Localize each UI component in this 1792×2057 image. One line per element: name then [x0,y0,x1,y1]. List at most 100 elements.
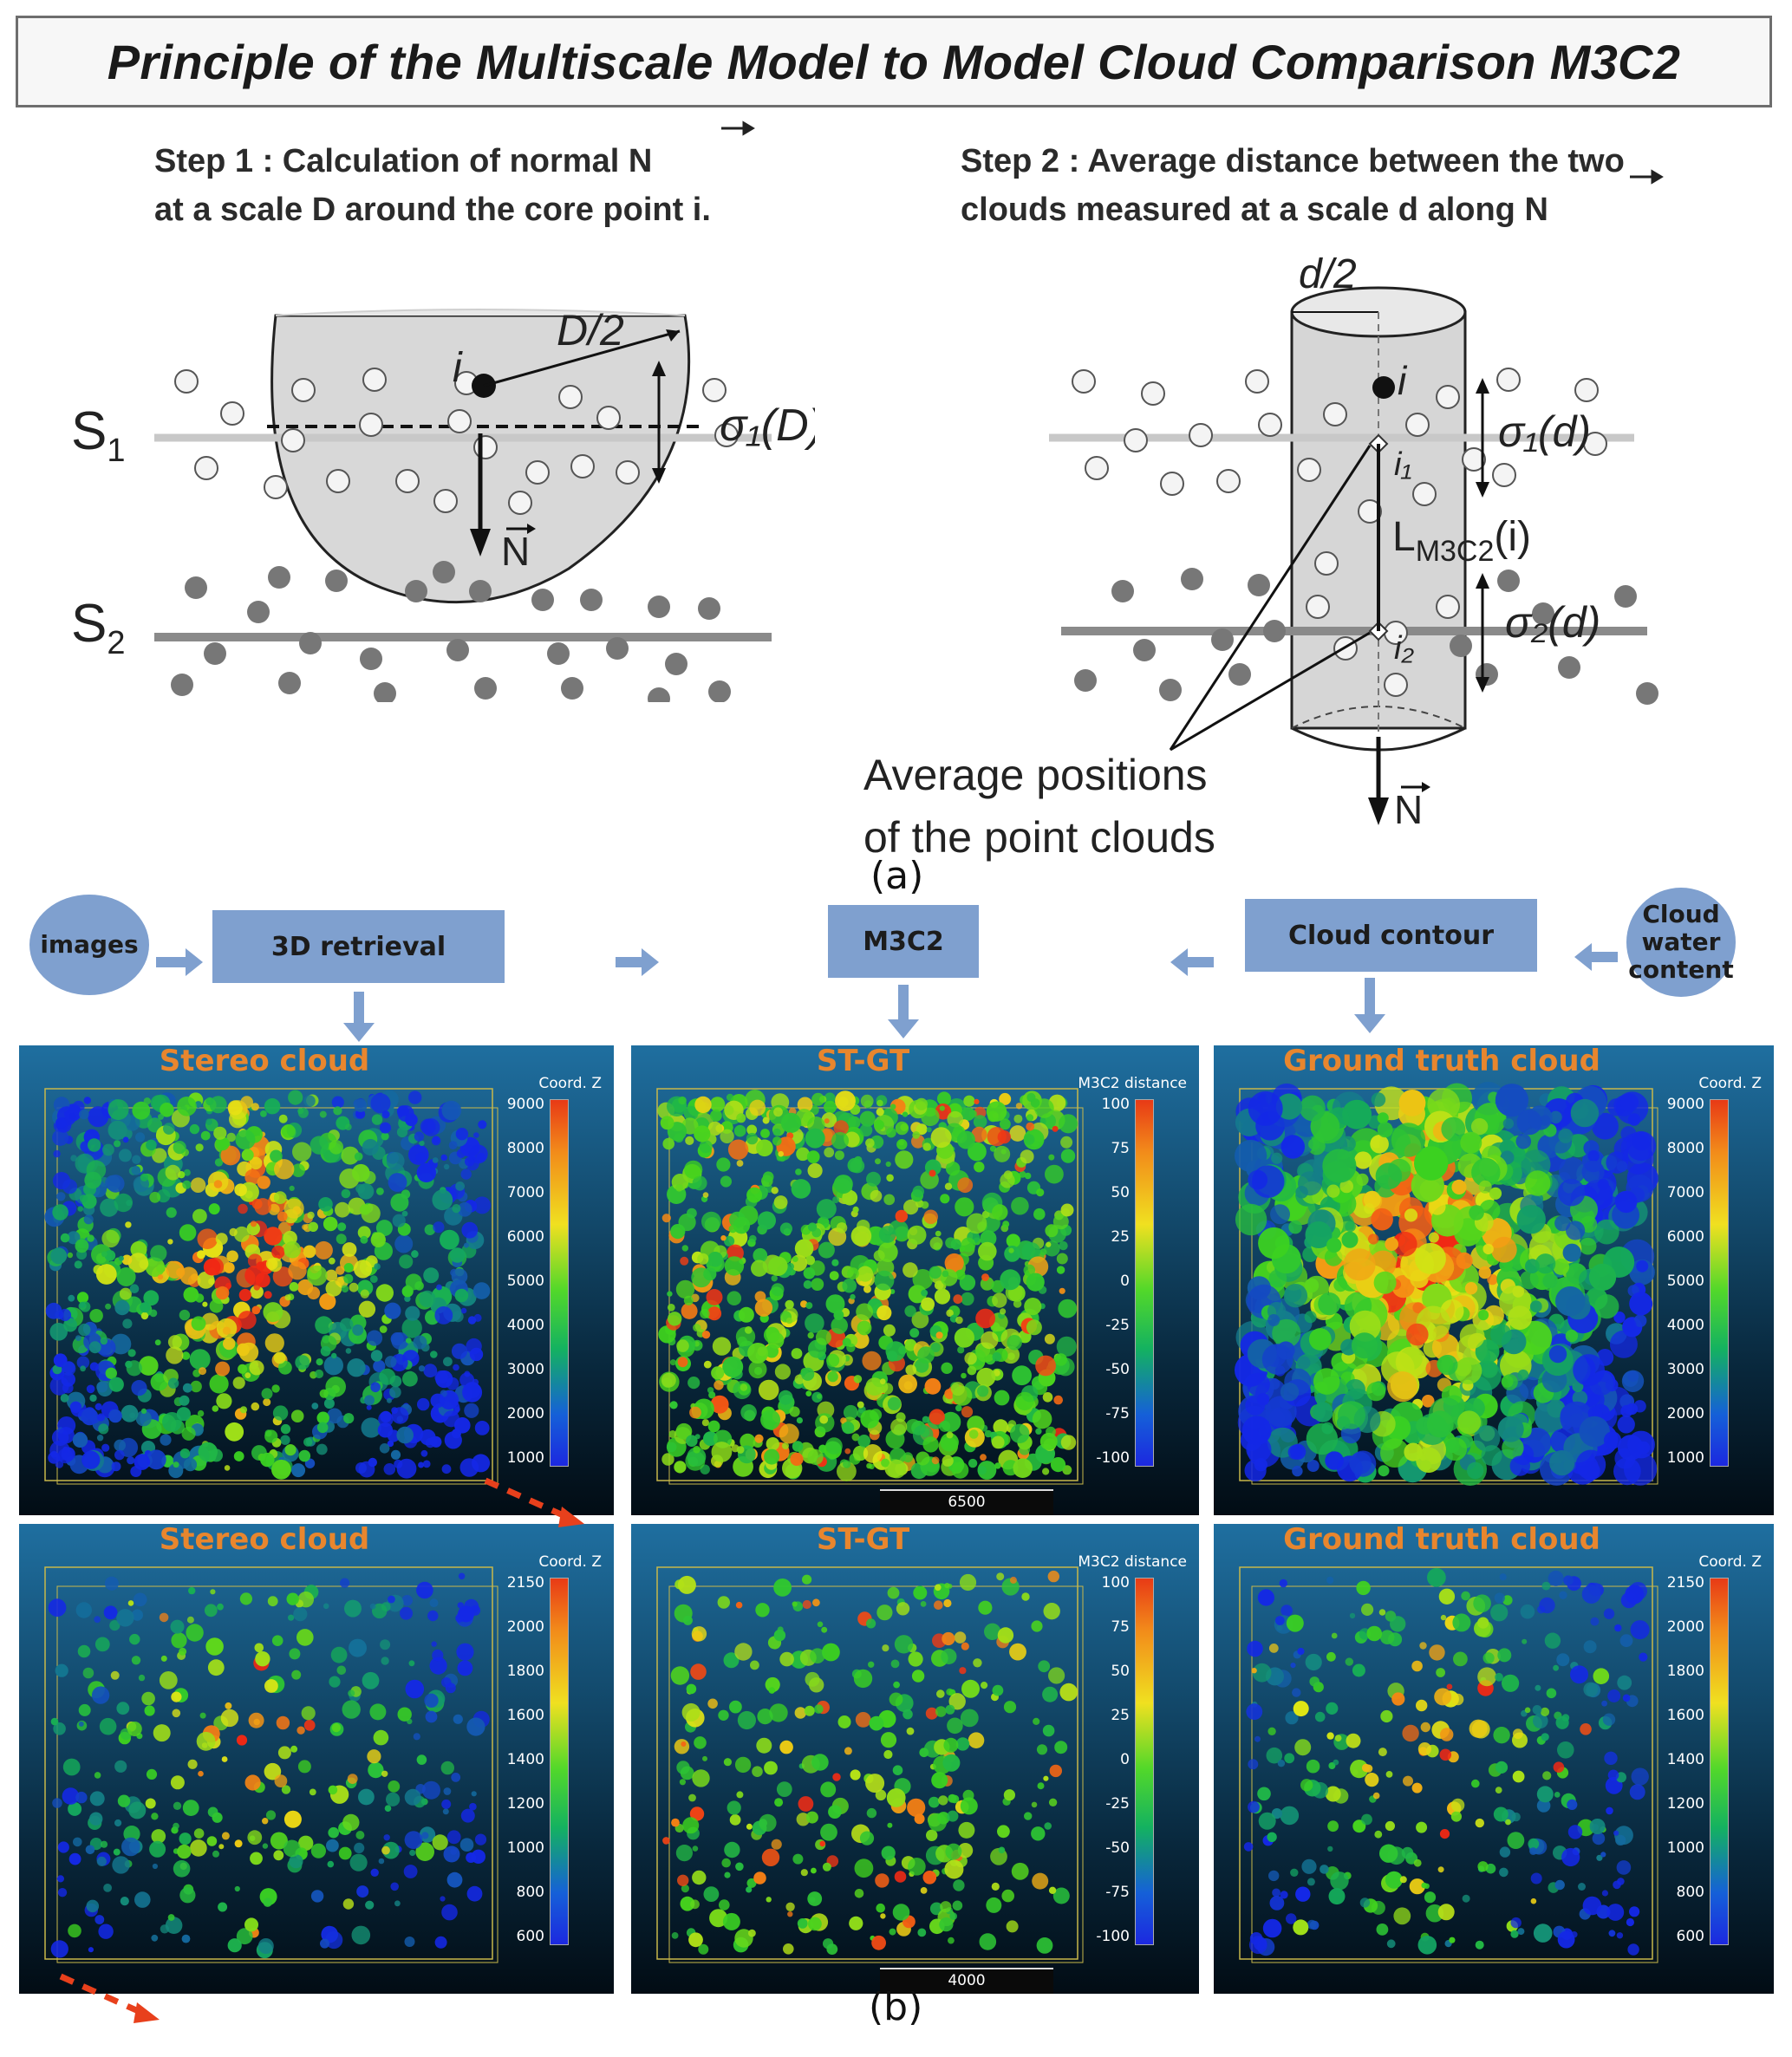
cloud-point [128,1801,147,1819]
cloud-point [679,1779,686,1786]
cloud-point [1361,1603,1374,1616]
cloud-point [1639,1652,1648,1662]
cloud-point [876,1605,893,1621]
cloud-point [773,1579,792,1597]
cloud-point [1015,1103,1023,1110]
cloud-point [264,1679,278,1693]
avg-positions-text: Average positions of the point clouds [863,744,1215,869]
cloud-point [1023,1134,1035,1145]
cloud-point [1251,1165,1285,1198]
cloud-point [108,1120,127,1140]
cloud-point [677,1575,696,1594]
cloud-point [1555,1286,1586,1317]
cloud-point [394,1900,401,1907]
cloud-point [737,1710,756,1730]
cloud-point [159,1612,169,1623]
cloud-point [1026,1273,1045,1292]
cloud-point [724,1256,745,1276]
cloud-point [717,1596,730,1609]
cloud-point [748,1929,756,1937]
cloud-point [749,1234,757,1243]
cloud-point [198,1770,204,1777]
cloud-point [335,1201,350,1218]
cloud-point [388,1173,407,1192]
cloud-point [119,1287,132,1300]
cloud-point [854,1889,864,1898]
cloud-point [1246,1703,1263,1721]
cloud-point [1483,1305,1504,1326]
cloud-point [929,1169,936,1177]
cloud-point [805,1313,824,1333]
cloud-point [868,1661,875,1668]
cloud-point [1508,1305,1533,1331]
cloud-point [1268,1269,1287,1288]
cloud-point [707,1387,714,1394]
cloud-point [319,1389,329,1398]
cloud-point [343,1413,355,1424]
colorbar-tick-label: 1000 [506,1839,544,1857]
cloud-point [973,1115,987,1129]
cloud-point [1008,1247,1014,1253]
cloud-point [168,1463,184,1479]
panel-row1-stgt: ST-GT M3C2 distance 100 75 50 25 0 -25 -50 -75 -10… [631,1045,1199,1515]
cloud-point [1048,1798,1058,1806]
cloud-point [1473,1594,1491,1612]
cloud-point [1003,1701,1017,1714]
cloud-point [911,1311,929,1329]
cloud-point [810,1648,825,1663]
cloud-point [992,1292,1007,1308]
cloud-point [200,1130,211,1141]
cloud-point [58,1308,72,1322]
colorbar-tick-label: 3000 [1666,1361,1704,1378]
cloud-point [158,1113,164,1120]
cloud-point [213,1180,223,1188]
cloud-point [1554,1792,1561,1798]
cloud-point [850,1293,856,1300]
cloud-point [319,1292,336,1310]
cloud-point [318,1197,333,1212]
cloud-point [955,1737,970,1751]
cloud-point [1280,1605,1293,1617]
cloud-point [1469,1205,1484,1221]
cloud-point [1553,1258,1570,1275]
cloud-point [1499,1846,1511,1858]
cloud-point [1607,1769,1619,1781]
cloud-point [105,1175,121,1191]
cloud-point [384,1356,397,1368]
cloud-point [117,1794,131,1807]
cloud-point [1627,1943,1639,1956]
cloud-point [101,1251,108,1258]
cloud-point [834,1150,844,1161]
cloud-point [342,1700,361,1719]
cloud-point [1026,1319,1042,1336]
cloud-point [234,1183,247,1196]
cloud-point [442,1808,449,1815]
cloud-point [62,1179,78,1194]
cloud-point [377,1422,394,1438]
cloud-point [903,1199,919,1215]
cloud-point [667,1291,673,1297]
cloud-point [747,1343,769,1364]
cloud-point [797,1097,813,1113]
cloud-point [1385,1237,1398,1251]
cloud-point [707,1306,722,1321]
cloud-point [173,1801,182,1810]
cloud-point [87,1234,94,1242]
cloud-point [811,1278,824,1291]
cloud-point [866,1618,876,1629]
cloud-point [760,1409,781,1430]
cloud-point [1387,1371,1418,1403]
cloud-point [1427,1567,1446,1587]
cloud-point [795,1168,802,1175]
cloud-point [365,1900,375,1910]
cloud-point [1011,1196,1029,1215]
cloud-point [961,1292,974,1306]
bounding-box [44,1088,493,1481]
cloud-point [177,1097,197,1116]
cloud-point [298,1835,314,1851]
cloud-point [797,1918,808,1929]
cloud-point [1493,1806,1509,1822]
cloud-point [1497,1416,1524,1442]
cloud-point [1450,1798,1465,1813]
cloud-point [166,1260,184,1279]
